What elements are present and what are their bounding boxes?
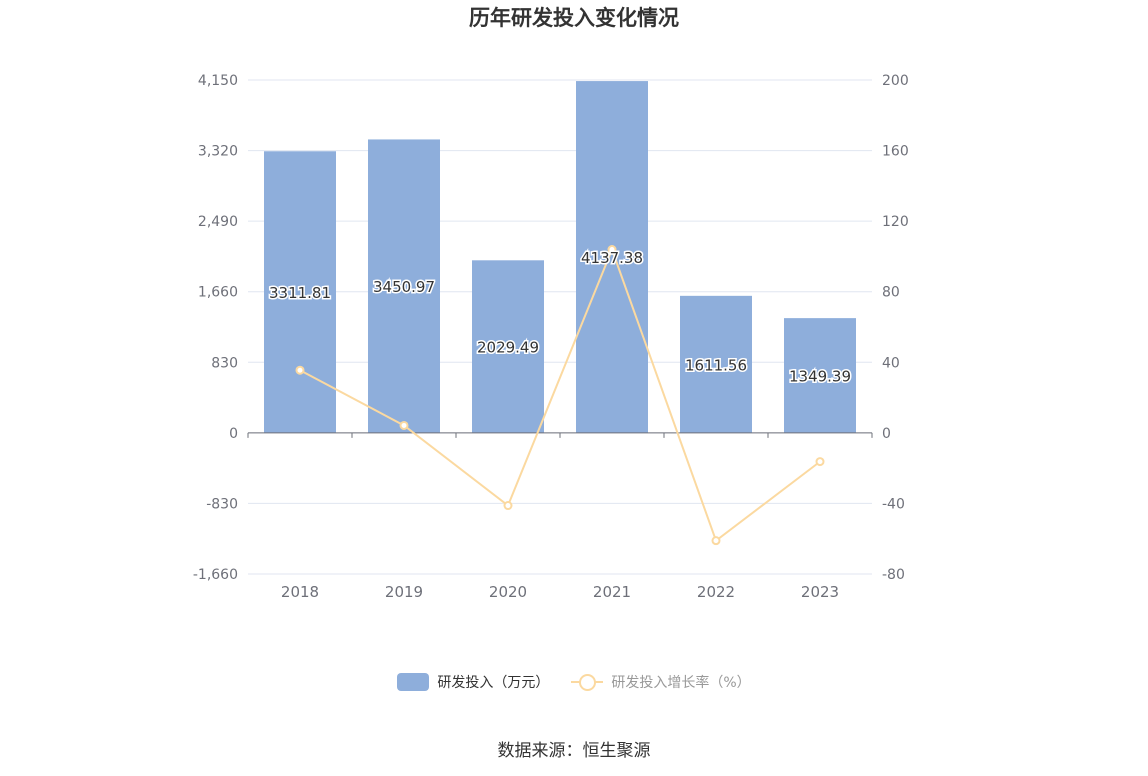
bar	[472, 260, 544, 433]
bar	[784, 318, 856, 433]
growth-line	[299, 246, 821, 543]
bar-value-label: 3450.97	[373, 278, 435, 296]
legend-line-swatch	[571, 673, 604, 691]
x-tick-label: 2020	[489, 583, 527, 601]
bar-value-label: 2029.49	[477, 339, 539, 357]
legend-item-line[interactable]: 研发投入增长率（%）	[571, 672, 751, 692]
legend-bar-swatch	[397, 673, 430, 691]
y-right-tick-label: 40	[882, 355, 900, 371]
growth-point	[607, 245, 617, 255]
y-left-tick-label: 0	[229, 426, 238, 442]
y-right-tick-label: -80	[882, 567, 905, 583]
y-left-tick-label: 2,490	[198, 214, 238, 230]
growth-point	[711, 536, 721, 546]
x-tick-label: 2018	[281, 583, 319, 601]
y-left-tick-label: 3,320	[198, 144, 238, 160]
x-tick-label: 2022	[697, 583, 735, 601]
y-right-tick-label: 0	[882, 426, 891, 442]
y-right-tick-label: 80	[882, 285, 900, 301]
y-right-tick-label: 160	[882, 144, 909, 160]
x-tick-label: 2021	[593, 583, 631, 601]
y-right-tick-label: 120	[882, 214, 909, 230]
chart-title: 历年研发投入变化情况	[469, 6, 679, 30]
y-left-tick-label: -1,660	[193, 567, 238, 583]
legend-line-label: 研发投入增长率（%）	[611, 675, 751, 691]
bar	[264, 151, 336, 433]
growth-point	[815, 457, 825, 467]
bar-value-label: 4137.38	[581, 249, 643, 267]
y-left-tick-label: -830	[206, 496, 238, 512]
y-left-tick-label: 830	[211, 355, 238, 371]
growth-point	[295, 365, 305, 375]
growth-point	[503, 501, 513, 511]
bar	[680, 295, 752, 433]
bar-value-label: 1611.56	[685, 356, 747, 374]
bar	[576, 81, 648, 433]
bar	[368, 139, 440, 433]
legend-bar-label: 研发投入（万元）	[437, 675, 550, 691]
y-left-tick-label: 1,660	[198, 285, 238, 301]
bar-value-label: 3311.81	[269, 284, 331, 302]
data-source: 数据来源：恒生聚源	[497, 741, 651, 761]
bar-value-label: 1349.39	[789, 367, 851, 385]
growth-point	[399, 420, 409, 430]
x-tick-label: 2023	[801, 583, 839, 601]
legend: 研发投入（万元） 研发投入增长率（%）	[0, 672, 1148, 692]
y-right-tick-label: 200	[882, 73, 909, 89]
x-tick-label: 2019	[385, 583, 423, 601]
legend-item-bar[interactable]: 研发投入（万元）	[397, 672, 549, 692]
y-right-tick-label: -40	[882, 496, 905, 512]
y-left-tick-label: 4,150	[198, 73, 238, 89]
